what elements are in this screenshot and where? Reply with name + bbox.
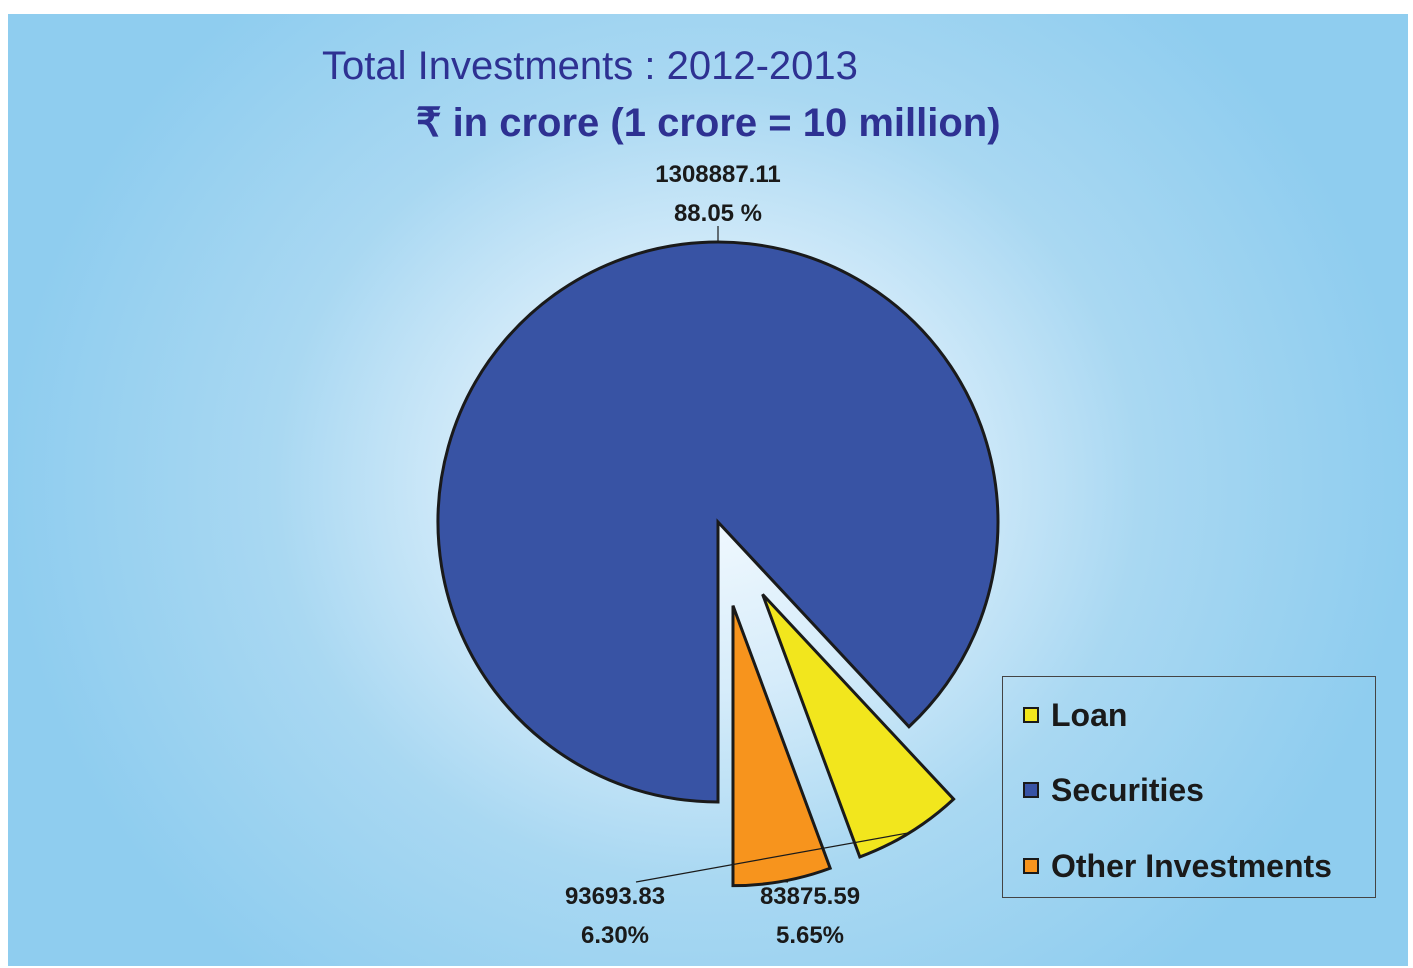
legend-label-loan: Loan: [1051, 696, 1128, 733]
legend-item-securities: Securities: [1023, 770, 1204, 810]
chart-subtitle: ₹ in crore (1 crore = 10 million): [416, 101, 1001, 145]
data-label-loan-value: 93693.83: [565, 883, 665, 910]
pie-chart: 1308887.11 88.05 % 93693.83 6.30% 83875.59 5.…: [436, 161, 1000, 949]
data-label-other-investments-value: 83875.59: [760, 883, 860, 910]
pie-slice-securities: [436, 240, 1000, 804]
chart-area: Total Investments : 2012-2013 ₹ in crore…: [8, 14, 1408, 966]
legend-swatch-loan: [1023, 707, 1039, 723]
legend-label-other-investments: Other Investments: [1051, 847, 1332, 884]
data-label-securities-percent: 88.05 %: [674, 200, 762, 227]
data-label-securities-value: 1308887.11: [655, 161, 780, 188]
legend-swatch-securities: [1023, 782, 1039, 798]
data-label-other-investments-percent: 5.65%: [776, 922, 844, 949]
legend-item-other-investments: Other Investments: [1023, 846, 1332, 886]
chart-title: Total Investments : 2012-2013: [322, 44, 858, 88]
legend-swatch-other-investments: [1023, 858, 1039, 874]
legend-label-securities: Securities: [1051, 771, 1204, 808]
legend: Loan Securities Other Investments: [1002, 676, 1376, 898]
leader-line-loan: [635, 832, 910, 883]
pie-slice-loan: [761, 593, 956, 859]
data-label-loan-percent: 6.30%: [581, 922, 649, 949]
leader-line-other-investments: [782, 880, 789, 883]
legend-item-loan: Loan: [1023, 695, 1127, 735]
pie-slice-other-investments: [731, 605, 833, 888]
